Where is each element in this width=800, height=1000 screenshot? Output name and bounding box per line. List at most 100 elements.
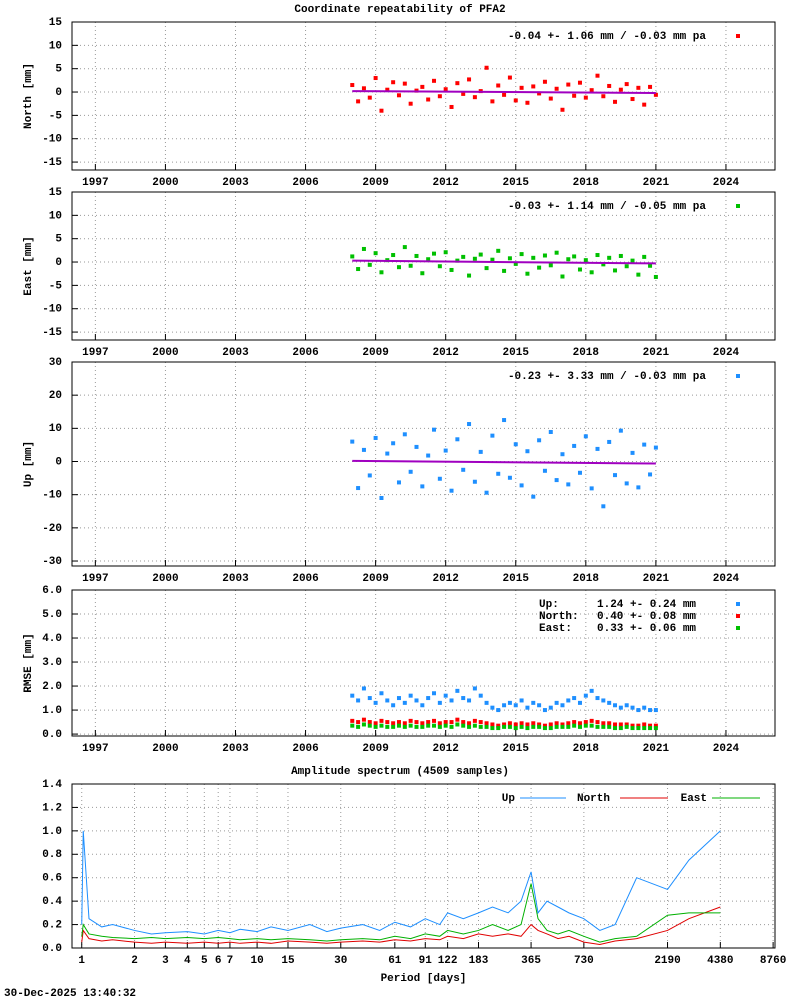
data-point [402,700,407,705]
y-tick-label: 0 [55,87,62,99]
x-tick-label: 2009 [362,743,388,755]
data-point [642,722,647,727]
data-point [426,453,431,458]
data-point [461,723,466,728]
data-point [484,65,489,70]
y-tick-label: -30 [42,556,62,568]
data-point [396,480,401,485]
x-tick-label: 2015 [503,743,530,755]
data-point [572,93,577,98]
data-point [636,708,641,713]
y-tick-label: 1.0 [42,826,62,838]
x-tick-label: 122 [438,955,458,967]
data-point [455,722,460,727]
data-point [402,245,407,250]
data-point [426,696,431,701]
data-point [449,698,454,703]
legend-stats: 1.24 +- 0.24 mm [597,599,696,611]
x-tick-label: 3 [162,955,169,967]
x-tick-label: 2006 [292,177,318,189]
data-point [595,73,600,78]
x-tick-label: 2018 [573,573,600,585]
data-point [624,264,629,269]
y-tick-label: 10 [49,210,62,222]
data-point [589,486,594,491]
data-point [607,439,612,444]
trend-line [352,90,656,94]
data-point [426,723,431,728]
data-point [595,724,600,729]
data-point [391,724,396,729]
data-point [542,79,547,84]
data-point [455,81,460,86]
data-point [467,724,472,729]
chart-title: Coordinate repeatability of PFA2 [294,4,505,16]
data-point [502,722,507,727]
data-point [554,250,559,255]
x-tick-label: 2012 [432,347,458,359]
plot-frame [71,21,776,171]
legend-label: North [577,793,610,805]
data-point [350,718,355,723]
timestamp: 30-Dec-2025 13:40:32 [4,988,136,1000]
data-point [385,87,390,92]
data-point [350,439,355,444]
data-point [367,473,372,478]
data-point [560,703,565,708]
data-point [478,724,483,729]
legend-stats: 0.40 +- 0.08 mm [597,611,696,623]
data-point [455,437,460,442]
data-point [356,724,361,729]
data-point [648,726,653,731]
data-point [577,80,582,85]
data-point [484,490,489,495]
data-point [630,723,635,728]
y-tick-label: 15 [49,17,63,29]
data-point [624,82,629,87]
data-point [461,696,466,701]
data-point [356,267,361,272]
x-tick-label: 730 [574,955,594,967]
data-point [560,452,565,457]
x-tick-label: 1 [78,955,85,967]
data-point [624,722,629,727]
data-point [449,488,454,493]
legend-marker [736,374,740,378]
data-point [636,485,641,490]
data-point [542,726,547,731]
legend-marker [736,34,740,38]
data-point [432,251,437,256]
data-point [507,700,512,705]
data-point [414,724,419,729]
data-point [432,78,437,83]
data-point [583,95,588,100]
y-tick-label: 15 [49,187,63,199]
y-tick-label: -15 [42,327,62,339]
data-point [443,723,448,728]
data-point [653,274,658,279]
data-point [630,258,635,263]
data-point [432,427,437,432]
x-tick-label: 2000 [152,743,178,755]
data-point [478,720,483,725]
data-point [607,724,612,729]
data-point [566,257,571,262]
data-point [548,96,553,101]
data-point [577,721,582,726]
legend-label: Up [502,793,516,805]
legend-label: Up: [539,599,559,611]
data-point [490,257,495,262]
y-tick-label: 0 [55,456,62,468]
x-tick-label: 2012 [432,177,458,189]
x-tick-label: 2021 [643,177,670,189]
data-point [531,724,536,729]
x-tick-label: 2009 [362,347,388,359]
y-tick-label: -10 [42,304,62,316]
data-point [490,99,495,104]
data-point [350,693,355,698]
data-point [385,698,390,703]
data-point [607,700,612,705]
data-point [630,450,635,455]
x-tick-label: 4380 [707,955,733,967]
data-point [618,87,623,92]
